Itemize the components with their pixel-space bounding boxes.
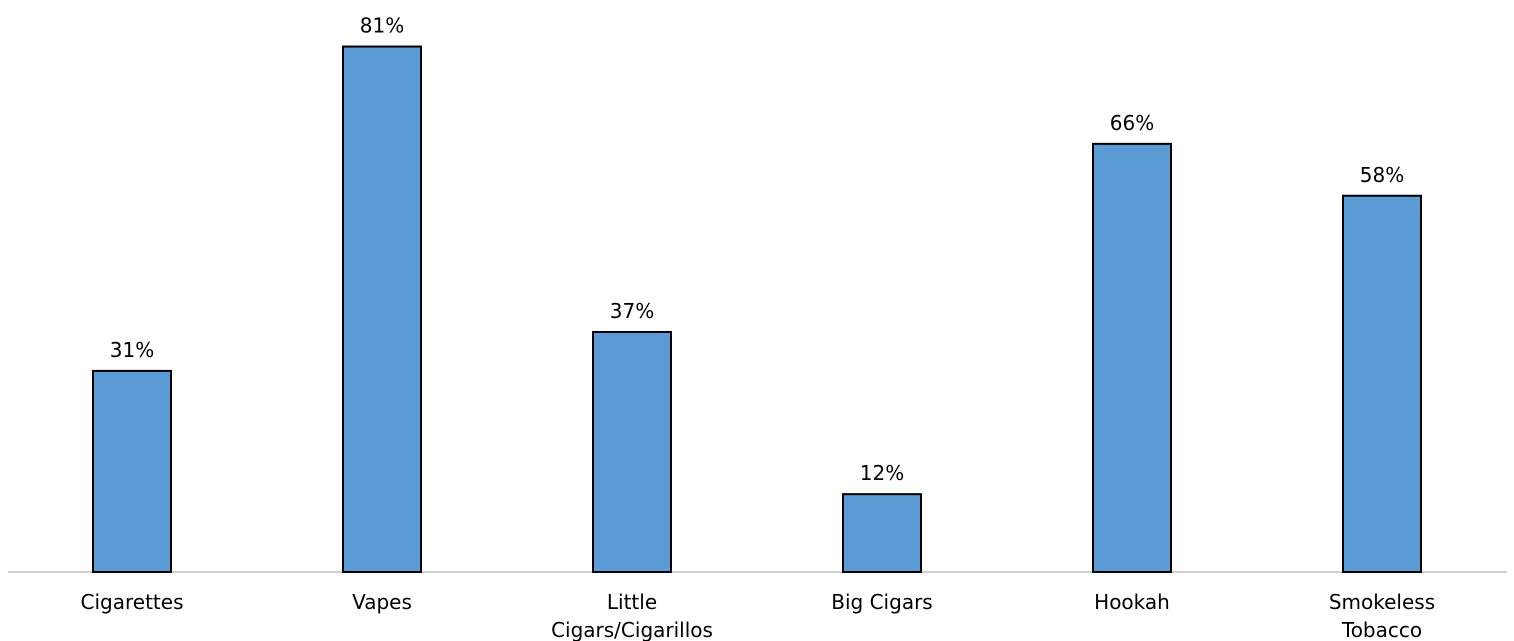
data-label-2: 37% <box>610 299 654 323</box>
data-label-4: 66% <box>1110 111 1154 135</box>
data-label-1: 81% <box>360 14 404 38</box>
category-label-1: Vapes <box>352 590 412 614</box>
bar-2 <box>592 330 672 573</box>
category-label-4: Hookah <box>1094 590 1170 614</box>
data-label-0: 31% <box>110 338 154 362</box>
data-label-3: 12% <box>860 461 904 485</box>
data-labels-group: 31% 81% 37% 12% 66% 58% <box>110 14 1404 486</box>
category-label-2: Little Cigars/Cigarillos <box>551 590 713 641</box>
category-label-3: Big Cigars <box>831 590 932 614</box>
bar-4 <box>1092 142 1172 573</box>
category-label-0: Cigarettes <box>81 590 184 614</box>
bar-5 <box>1342 194 1422 573</box>
bar-1 <box>342 45 422 574</box>
data-label-5: 58% <box>1360 163 1404 187</box>
bar-0 <box>92 369 172 574</box>
bars-group <box>92 45 1422 574</box>
category-label-5: Smokeless Tobacco <box>1329 590 1435 641</box>
category-labels-group: Cigarettes Vapes Little Cigars/Cigarillos Bi… <box>81 590 1436 641</box>
bar-3 <box>842 493 922 574</box>
